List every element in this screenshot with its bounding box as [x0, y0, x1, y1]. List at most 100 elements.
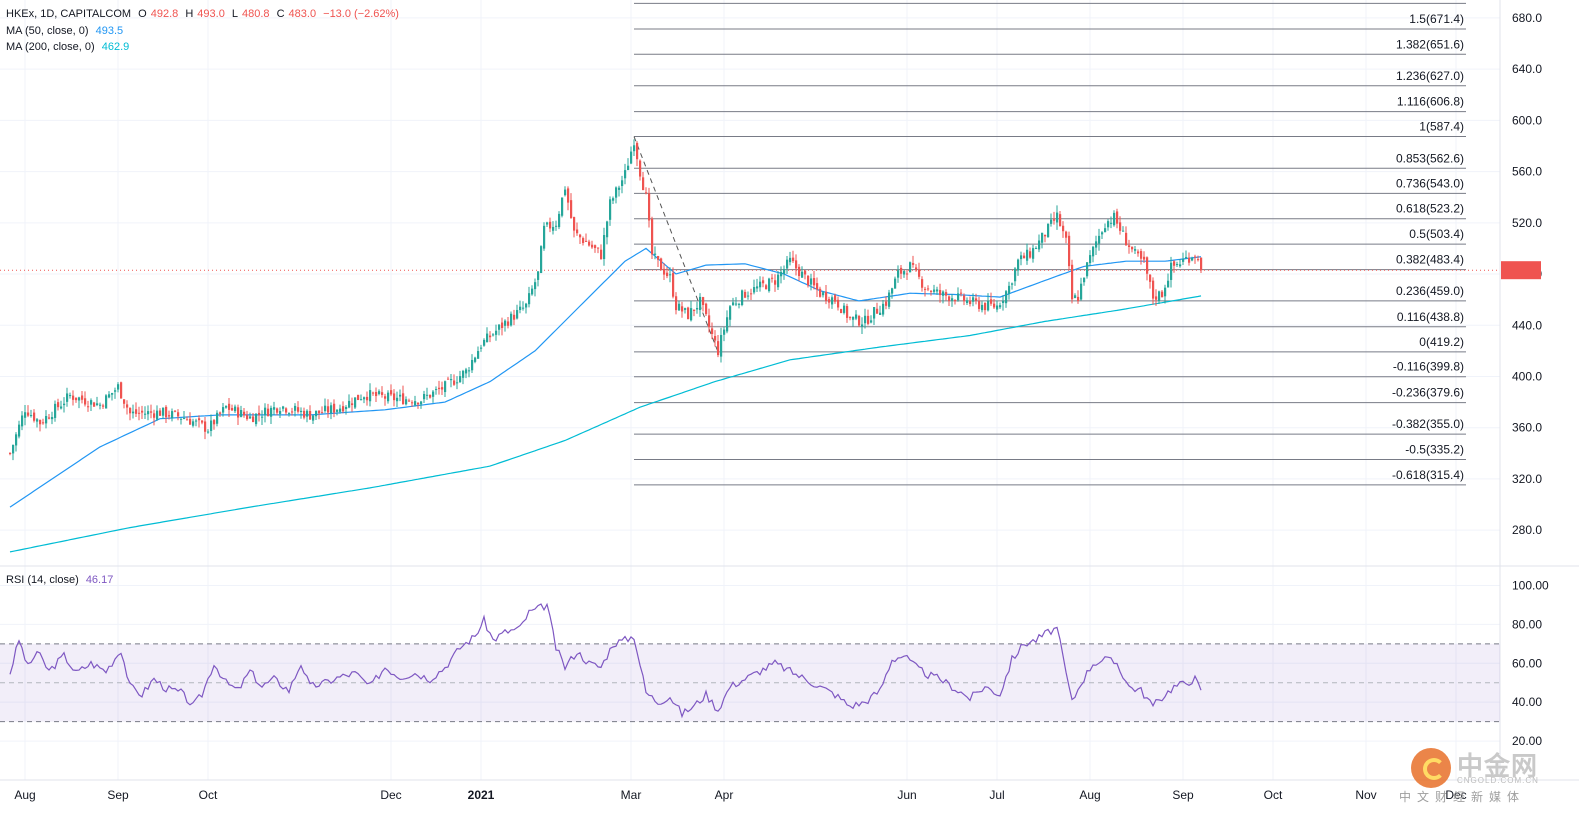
candle-body [171, 411, 174, 419]
candle-body [789, 257, 792, 263]
candle-body [723, 329, 726, 335]
fib-level-label: 1.382(651.6) [1396, 37, 1464, 51]
candle-body [525, 303, 528, 308]
candle-body [318, 410, 321, 414]
candle-body [822, 292, 825, 296]
candle-body [738, 303, 741, 305]
ma200-line [9, 295, 1202, 553]
candle-body [1092, 246, 1095, 257]
candle-body [264, 407, 267, 416]
price-axis-label: 440.0 [1512, 318, 1542, 332]
candle-body [1164, 287, 1167, 297]
candle-body [276, 408, 279, 413]
candle-body [681, 306, 684, 312]
candle-body [975, 298, 978, 301]
fib-level-label: -0.618(315.4) [1392, 468, 1464, 482]
candle-body [609, 199, 612, 220]
candle-body [471, 359, 474, 371]
candle-body [570, 200, 573, 218]
candle-body [360, 399, 363, 401]
candle-body [153, 413, 156, 418]
candle-body [798, 266, 801, 277]
candle-body [336, 409, 339, 412]
candle-body [1167, 280, 1170, 288]
candle-body [543, 225, 546, 249]
candle-body [1089, 255, 1092, 264]
candle-body [1170, 262, 1173, 280]
candle-body [42, 422, 45, 424]
candle-body [501, 322, 504, 329]
candle-body [96, 403, 99, 405]
candle-body [921, 279, 924, 288]
candle-body [948, 296, 951, 301]
candle-body [999, 305, 1002, 308]
high-label: H [185, 8, 194, 20]
candle-body [720, 334, 723, 357]
candle-body [192, 421, 195, 426]
candle-body [630, 151, 633, 164]
candle-body [234, 406, 237, 412]
ma200-legend: MA (200, close, 0) 462.9 [6, 41, 133, 53]
candle-body [960, 292, 963, 294]
candle-body [858, 316, 861, 326]
price-axis-label: 520.0 [1512, 216, 1542, 230]
candle-body [786, 259, 789, 269]
candle-body [108, 394, 111, 398]
candle-body [147, 411, 150, 415]
candle-body [1128, 245, 1131, 248]
time-axis-label: 2021 [468, 788, 495, 802]
candle-body [1122, 230, 1125, 232]
candle-body [753, 287, 756, 293]
candle-body [375, 392, 378, 397]
candle-body [141, 410, 144, 413]
candle-body [36, 419, 39, 422]
candle-body [1050, 219, 1053, 224]
candle-body [75, 397, 78, 401]
candle-body [198, 418, 201, 421]
candle-body [885, 301, 888, 306]
candle-body [114, 390, 117, 392]
candle-body [195, 420, 198, 422]
fibonacci-retracement: 1.618(691.4)1.5(671.4)1.382(651.6)1.236(… [633, 0, 1466, 486]
candle-body [687, 307, 690, 319]
candle-body [690, 308, 693, 321]
candle-body [633, 145, 636, 152]
candle-body [291, 411, 294, 413]
candle-body [1149, 274, 1152, 282]
candle-body [1017, 259, 1020, 271]
candle-body [312, 415, 315, 421]
candle-body [618, 187, 621, 190]
candle-body [207, 431, 210, 433]
candle-body [828, 299, 831, 303]
candle-body [777, 274, 780, 288]
candle-body [900, 267, 903, 274]
candle-body [612, 198, 615, 201]
candle-body [213, 420, 216, 425]
candle-body [294, 405, 297, 411]
candle-body [144, 413, 147, 415]
candle-body [339, 408, 342, 412]
candle-body [201, 420, 204, 423]
candle-body [585, 240, 588, 242]
candle-body [417, 402, 420, 405]
candle-body [255, 413, 258, 425]
candle-body [387, 392, 390, 402]
candle-body [120, 382, 123, 399]
price-axis-label: 320.0 [1512, 472, 1542, 486]
candle-body [447, 378, 450, 380]
candle-body [381, 392, 384, 395]
candle-body [186, 419, 189, 421]
candle-body [414, 401, 417, 406]
fib-level-label: 0.382(483.4) [1396, 253, 1464, 267]
candle-body [1071, 264, 1074, 300]
candle-body [867, 315, 870, 324]
fib-level-label: 1.5(671.4) [1409, 12, 1464, 26]
candle-body [12, 445, 15, 454]
candle-body [795, 260, 798, 269]
candle-body [1197, 259, 1200, 261]
candle-body [348, 400, 351, 408]
candle-body [990, 299, 993, 304]
candle-body [606, 221, 609, 238]
candle-body [420, 401, 423, 405]
